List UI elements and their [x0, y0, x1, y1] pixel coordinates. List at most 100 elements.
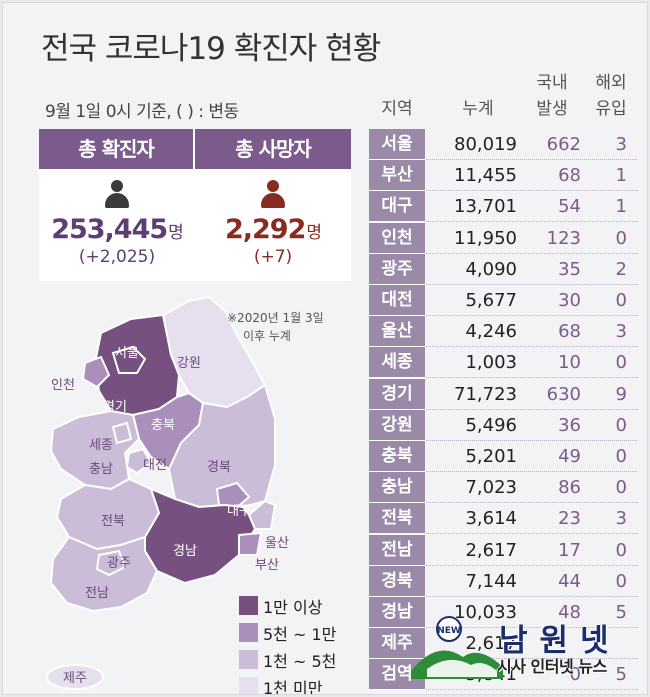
domestic-cell: 36: [558, 414, 581, 436]
region-sejong: [111, 421, 133, 445]
confirmed-label: 총 확진자: [39, 129, 195, 169]
region-seoul: [111, 345, 147, 374]
domestic-cell: 630: [546, 383, 581, 405]
map-label: 부산: [255, 558, 279, 573]
header-overseas-1: 해외: [595, 73, 627, 93]
table-row: 울산 4,246 68 3: [369, 316, 637, 348]
overseas-cell: 5: [615, 602, 627, 623]
overseas-cell: 0: [615, 414, 627, 436]
table-row: 강원 5,496 36 0: [369, 409, 637, 441]
overseas-cell: 5: [615, 664, 627, 686]
map-label: 전북: [101, 514, 125, 529]
overseas-cell: 0: [615, 477, 627, 499]
overseas-cell: 3: [615, 134, 627, 155]
table-row: 전북 3,614 23 3: [369, 503, 637, 535]
region-ulsan: [247, 499, 277, 530]
legend-swatch: [239, 596, 258, 615]
region-daegu: [215, 481, 251, 511]
confirmed-unit: 명: [168, 223, 184, 243]
table-row: 대구 13,701 54 1: [369, 191, 637, 223]
region-cell: 대구: [369, 191, 425, 223]
region-cell: 광주: [369, 253, 425, 285]
deaths-value: 2,292명: [195, 214, 351, 245]
map-note-line: 이후 누계: [243, 329, 291, 343]
legend-swatch: [239, 677, 258, 694]
total-cell: 3,614: [465, 508, 517, 530]
overseas-cell: 1: [615, 165, 627, 187]
region-cell: 경남: [369, 597, 425, 628]
region-cell: 울산: [369, 316, 425, 348]
legend-label: 1천 ~ 5천: [263, 652, 337, 671]
total-cell: 5,201: [465, 446, 517, 467]
overseas-cell: 0: [615, 352, 627, 374]
region-cell: 전북: [369, 503, 425, 535]
map-label: 전남: [85, 586, 109, 601]
total-cell: 10,033: [454, 602, 517, 623]
table-row: 광주 4,090 35 2: [369, 253, 637, 285]
header-region: 지역: [381, 99, 413, 119]
domestic-cell: 44: [558, 570, 581, 592]
deaths-number: 2,292: [224, 214, 306, 245]
map-label: 경기: [103, 400, 127, 415]
map-label: 경남: [173, 544, 197, 559]
map-label: 충북: [151, 418, 175, 433]
confirmed-summary: 총 확진자 253,445명 (+2,025): [39, 129, 195, 281]
domestic-cell: 86: [558, 477, 581, 499]
region-cell: 제주: [369, 628, 425, 660]
map-label: 대구: [227, 504, 251, 519]
confirmed-value: 253,445명: [39, 214, 195, 245]
confirmed-number: 253,445: [51, 214, 168, 245]
overseas-cell: 0: [615, 290, 627, 311]
overseas-cell: 0: [615, 227, 627, 249]
map-label: 경북: [207, 460, 231, 475]
overseas-cell: 3: [615, 321, 627, 343]
overseas-cell: 2: [615, 258, 627, 280]
table-row: 충남 7,023 86 0: [369, 472, 637, 504]
domestic-cell: 10: [558, 352, 581, 374]
total-cell: 5,496: [465, 414, 517, 436]
domestic-cell: 49: [558, 446, 581, 467]
domestic-cell: 68: [558, 321, 581, 343]
total-cell: 71,723: [454, 383, 517, 405]
region-incheon: [81, 355, 111, 389]
map-label: 서울: [115, 346, 139, 361]
legend-label: 1천 미만: [263, 679, 323, 695]
table-row: 충북 5,201 49 0: [369, 441, 637, 472]
domestic-cell: 54: [558, 196, 581, 218]
domestic-cell: 0: [569, 664, 581, 686]
region-cell: 서울: [369, 129, 425, 160]
table-row: 인천 11,950 123 0: [369, 222, 637, 254]
domestic-cell: 17: [558, 539, 581, 561]
map-note: ※2020년 1월 3일 이후 누계: [227, 309, 324, 345]
legend-label: 1만 이상: [263, 598, 323, 617]
table-row: 전남 2,617 17 0: [369, 534, 637, 566]
domestic-cell: 35: [558, 258, 581, 280]
watermark: NEW 남원넷 시사 인터넷 뉴스: [407, 613, 647, 693]
watermark-name: 남원넷: [499, 623, 621, 659]
map-label: 인천: [51, 378, 75, 393]
table-row: 부산 11,455 68 1: [369, 160, 637, 192]
region-cell: 대전: [369, 285, 425, 316]
total-cell: 4,090: [465, 258, 517, 280]
table-row: 서울 80,019 662 3: [369, 129, 637, 160]
domestic-cell: 48: [558, 602, 581, 623]
korea-map-svg: 서울 인천 경기 강원 충북 세종 대전 충남 경북 대구 울산 부산 전북 광…: [46, 295, 289, 690]
table-row: 세종 1,003 10 0: [369, 347, 637, 379]
region-cell: 충북: [369, 441, 425, 472]
total-cell: 1,003: [465, 352, 517, 374]
total-cell: 7,144: [465, 570, 517, 592]
total-cell: 2,617: [465, 633, 517, 655]
region-cell: 세종: [369, 347, 425, 379]
total-cell: 11,950: [454, 227, 517, 249]
namwon-logo: NEW: [411, 616, 503, 679]
region-cell: 부산: [369, 160, 425, 192]
table-row: 대전 5,677 30 0: [369, 285, 637, 316]
overseas-cell: 0: [615, 570, 627, 592]
domestic-cell: 23: [558, 508, 581, 530]
table-row: 경북 7,144 44 0: [369, 565, 637, 597]
domestic-cell: 30: [558, 290, 581, 311]
confirmed-change: (+2,025): [78, 247, 156, 267]
overseas-cell: 0: [615, 446, 627, 467]
total-cell: 13,701: [454, 196, 517, 218]
